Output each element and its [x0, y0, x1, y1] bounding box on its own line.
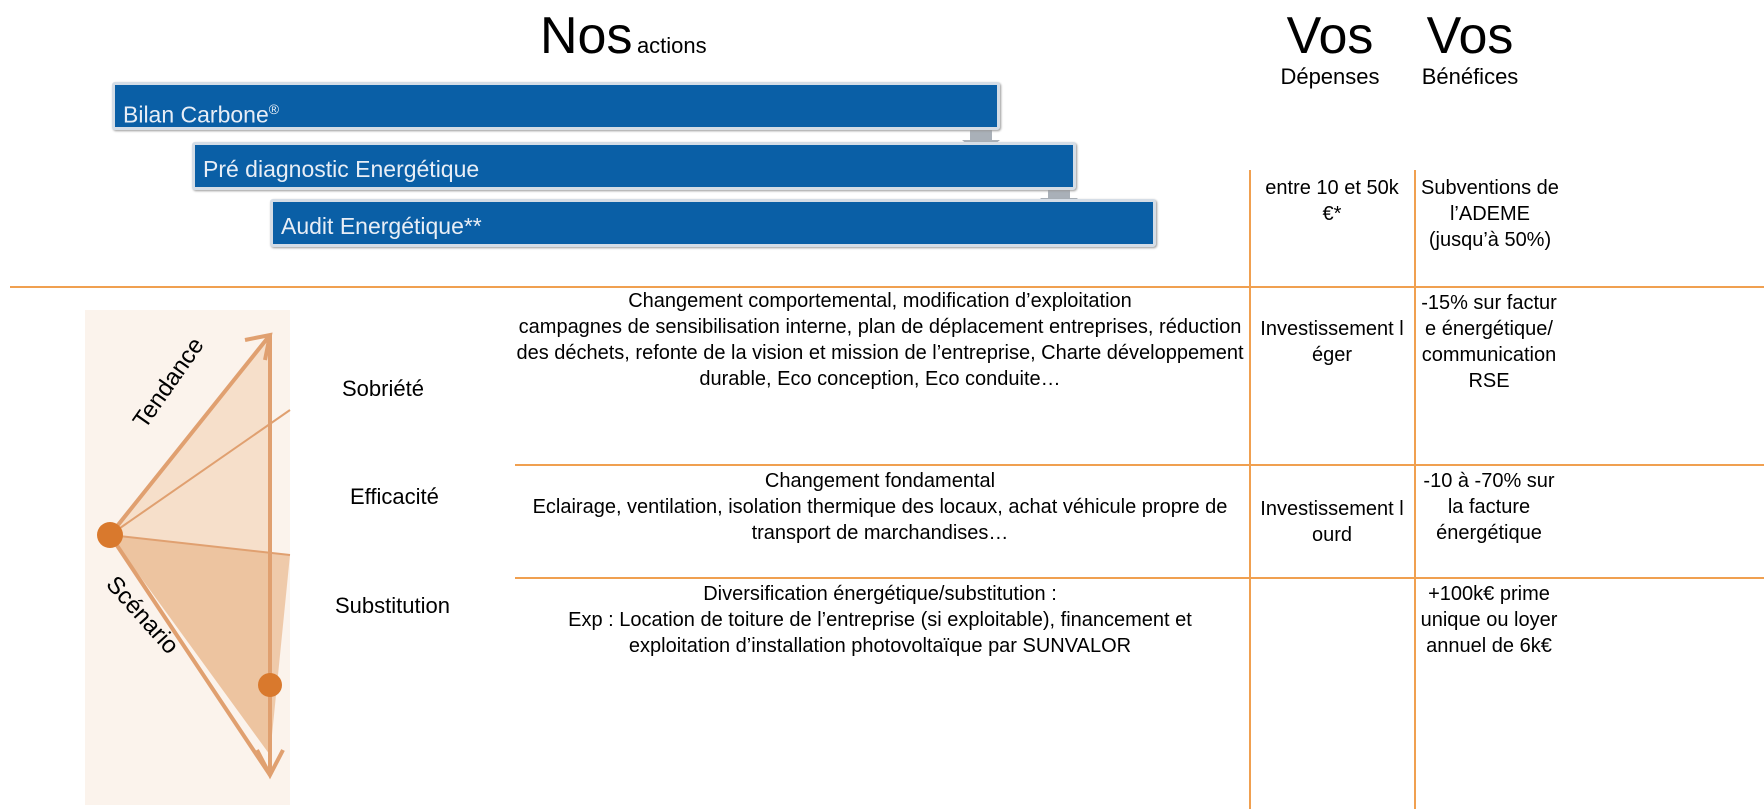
description-body: campagnes de sensibilisation interne, pl… [516, 316, 1244, 390]
step-bar: Bilan Carbone® [112, 82, 1000, 130]
cost: Investissement lourd [1260, 498, 1404, 546]
step-label: Audit Energétique** [281, 213, 482, 239]
separator [10, 286, 1764, 288]
benefit: Subventions de l’ADEME (jusqu’à 50%) [1421, 177, 1559, 251]
cost-header: Vos Dépenses [1255, 8, 1405, 90]
title-small: actions [636, 33, 707, 58]
separator [1414, 170, 1416, 809]
row-label: Efficacité [350, 484, 439, 509]
step-label: Bilan Carbone [123, 101, 269, 128]
step-bar: Pré diagnostic Energétique [192, 142, 1076, 190]
title-big: Nos [540, 7, 633, 65]
benefit-header-small: Bénéfices [1421, 64, 1519, 89]
trend-diagram: Tendance Scénario [85, 310, 291, 805]
description-body: Eclairage, ventilation, isolation thermi… [532, 496, 1228, 544]
description-title: Changement fondamental [764, 470, 996, 492]
benefit-header: Vos Bénéfices [1395, 8, 1545, 90]
step-bar: Audit Energétique** [270, 199, 1156, 247]
separator [515, 577, 1764, 579]
title: Nos actions [540, 8, 707, 64]
benefit: -10 à -70% sur la facture énergétique [1423, 470, 1555, 544]
row-label: Substitution [335, 593, 450, 618]
description: Diversification énergétique/substitution… [515, 581, 1245, 659]
benefit: +100k€ prime unique ou loyer annuel de 6… [1420, 583, 1558, 657]
row-label: Sobriété [342, 376, 424, 401]
description-body: Exp : Location de toiture de l’entrepris… [568, 609, 1192, 657]
separator [1249, 170, 1251, 809]
benefit: -15% sur facture énergétique/ communicat… [1421, 292, 1557, 392]
cost-header-small: Dépenses [1280, 64, 1380, 89]
description-title: Changement comportemental, modification … [628, 290, 1132, 312]
cost: entre 10 et 50k€* [1265, 177, 1399, 225]
cost-header-big: Vos [1286, 7, 1374, 65]
step-label: Pré diagnostic Energétique [203, 156, 480, 182]
description-title: Diversification énergétique/substitution… [703, 583, 1057, 605]
separator [515, 464, 1764, 466]
benefit-header-big: Vos [1426, 7, 1514, 65]
cost: Investissement léger [1260, 318, 1404, 366]
description: Changement fondamental Eclairage, ventila… [515, 468, 1245, 546]
step-sup: ® [268, 101, 280, 117]
description: Changement comportemental, modification … [515, 288, 1245, 392]
